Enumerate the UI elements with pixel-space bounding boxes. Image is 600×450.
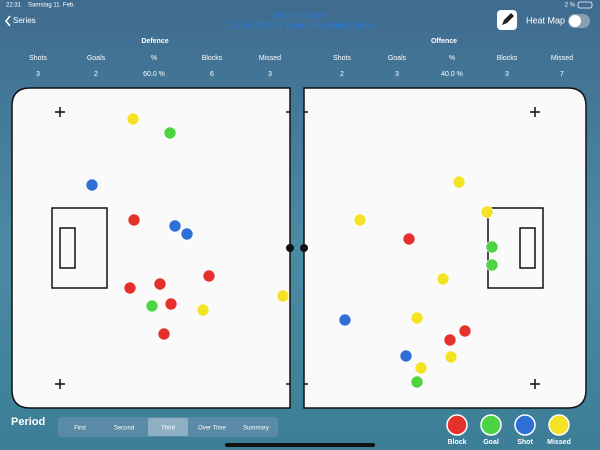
- pencil-icon: [502, 13, 514, 25]
- stat-header: Shots: [29, 55, 47, 62]
- back-icon[interactable]: [4, 15, 11, 27]
- legend-label: Goal: [483, 439, 499, 446]
- period-tab[interactable]: First: [74, 426, 86, 432]
- legend-label: Missed: [547, 439, 571, 446]
- stat-value: 3: [36, 71, 40, 78]
- legend-dot: [548, 414, 570, 436]
- battery: 2 %: [565, 3, 576, 9]
- legend-label: Shot: [517, 439, 533, 446]
- stat-value: 3: [505, 71, 509, 78]
- period-label: Period: [11, 416, 45, 428]
- stat-value: 2: [340, 71, 344, 78]
- period-tab[interactable]: Third: [161, 426, 175, 432]
- stat-value: 3: [395, 71, 399, 78]
- stat-value: 7: [560, 71, 564, 78]
- stats: Defence Offence Shots 3 Goals 2% 60.0 % Block…: [29, 38, 573, 78]
- period-tab[interactable]: Second: [114, 426, 134, 432]
- stat-header: Blocks: [497, 55, 518, 62]
- period-tab[interactable]: Summary: [243, 426, 269, 432]
- tab-group: First Second Third Over Time Summary: [74, 418, 269, 436]
- stat-header: Goals: [87, 55, 106, 62]
- stat-value: 3: [268, 71, 272, 78]
- stat-header: Missed: [551, 55, 573, 62]
- legend-dot: [514, 414, 536, 436]
- stat-header: %: [449, 55, 455, 62]
- nav-subtitle: 11. Feb 2023 TV Eiche Horn,Baltic Storms: [225, 21, 375, 30]
- period-tab[interactable]: Over Time: [198, 426, 226, 432]
- left-field[interactable]: [11, 87, 291, 409]
- stat-header: Missed: [259, 55, 281, 62]
- stat-value: 6: [210, 71, 214, 78]
- right-field[interactable]: [303, 87, 587, 409]
- legend-dot: [446, 414, 468, 436]
- stat-header: Goals: [388, 55, 407, 62]
- toggle-knob: [569, 15, 581, 27]
- legend-dot: [480, 414, 502, 436]
- shot-dots: [85, 112, 499, 389]
- stat-header: %: [151, 55, 157, 62]
- battery-icon: [577, 1, 593, 9]
- stat-value: 40.0 %: [441, 71, 463, 78]
- heatmap-label: Heat Map: [526, 15, 565, 25]
- back-button[interactable]: Series: [13, 16, 36, 25]
- time: 22:31: [6, 3, 22, 9]
- date: Samstag 11. Feb.: [28, 3, 75, 9]
- home-indicator: [225, 443, 375, 447]
- center-mark: [300, 244, 308, 252]
- stat-value: 60.0 %: [143, 71, 165, 78]
- center-mark: [286, 244, 294, 252]
- stat-header: Blocks: [202, 55, 223, 62]
- offence-title: Offence: [431, 38, 457, 45]
- defence-title: Defence: [141, 38, 168, 45]
- stat-value: 2: [94, 71, 98, 78]
- stat-header: Shots: [333, 55, 351, 62]
- legend-label: Block: [447, 439, 466, 446]
- nav-title: Register Shots: [274, 11, 326, 20]
- tab-selected[interactable]: [148, 418, 188, 436]
- legend: Block Goal Shot Missed: [446, 414, 571, 446]
